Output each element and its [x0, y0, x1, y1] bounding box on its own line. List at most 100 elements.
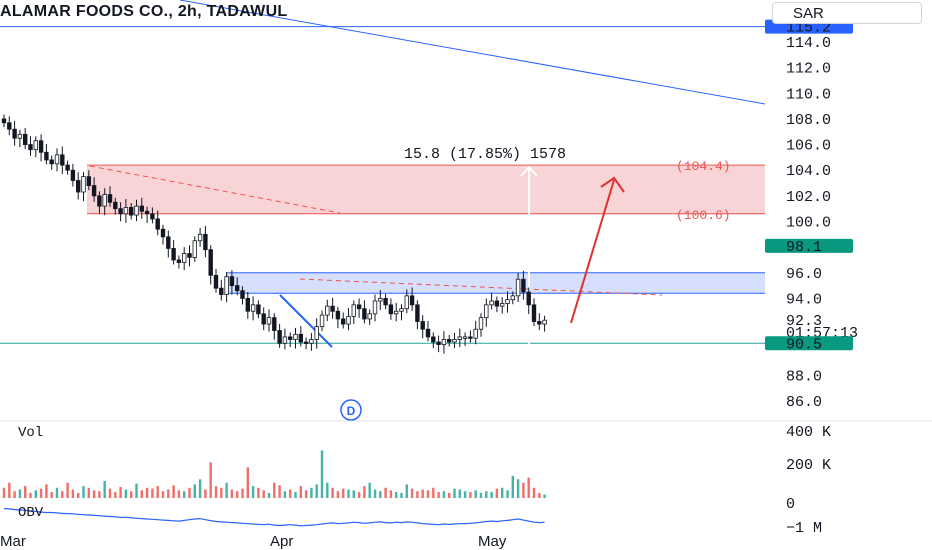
candle-body: [303, 341, 309, 344]
candles: [1, 114, 547, 354]
volume-bar: [66, 482, 69, 498]
volume-bar: [331, 487, 334, 498]
candle-body: [203, 233, 208, 251]
candle-body: [12, 128, 17, 139]
candle-body: [240, 290, 245, 299]
last-price-label: 92.3: [786, 313, 822, 330]
volume-bar: [103, 481, 106, 498]
volume-bar: [421, 489, 424, 498]
candle-body: [123, 206, 129, 215]
price-tick-label: 114.0: [786, 35, 831, 52]
price-tick-label: 108.0: [786, 112, 831, 129]
price-tick-label: 102.0: [786, 189, 831, 206]
dividend-marker-label: D: [347, 404, 356, 418]
volume-bar: [389, 490, 393, 498]
descending-trendline: [179, 0, 766, 105]
volume-bar: [87, 487, 90, 498]
candle-body: [521, 278, 526, 293]
candle-body: [38, 140, 44, 153]
volume-bar: [156, 486, 159, 498]
current-price-tag: 98.1: [786, 239, 822, 256]
volume-bar: [24, 486, 27, 498]
volume-bar: [246, 467, 249, 498]
volume-bar: [267, 492, 271, 498]
candle-body: [150, 213, 155, 220]
volume-bar: [501, 487, 504, 498]
volume-bar: [177, 490, 181, 498]
candle-body: [287, 336, 293, 340]
volume-bar: [50, 492, 53, 498]
candle-body: [261, 313, 266, 325]
volume-bar: [474, 490, 477, 498]
candle-body: [446, 339, 452, 343]
volume-bar: [29, 492, 32, 498]
candle-body: [393, 310, 399, 315]
volume-bar: [453, 488, 456, 498]
candle-body: [325, 305, 330, 316]
volume-bar: [516, 479, 520, 498]
volume-bar: [262, 490, 265, 498]
volume-bar: [538, 492, 541, 498]
candle-body: [372, 300, 378, 315]
candle-body: [181, 253, 187, 263]
volume-bar: [532, 487, 536, 498]
candle-body: [494, 300, 500, 307]
volume-bar: [395, 492, 398, 498]
candle-body: [505, 299, 510, 304]
candle-body: [134, 205, 139, 216]
lower-line-price-tag-bg: [765, 336, 853, 351]
volume-tick-0: 0: [786, 496, 795, 513]
volume-bar: [437, 492, 440, 498]
candle-body: [219, 287, 224, 295]
candle-body: [60, 154, 65, 166]
lower-line-price-tag: 90.5: [786, 336, 822, 353]
price-tick-label: 86.0: [786, 394, 822, 411]
volume-bar: [405, 484, 408, 498]
candle-body: [33, 140, 38, 151]
price-tick-label: 94.0: [786, 291, 822, 308]
candle-body: [457, 336, 462, 340]
volume-bar: [304, 490, 308, 498]
candle-body: [144, 210, 150, 215]
candle-body: [515, 278, 521, 297]
box-upper-label: (104.4): [676, 159, 731, 174]
candle-body: [54, 154, 60, 165]
drawing-zones: [87, 164, 765, 294]
time-axis[interactable]: Mar Apr May: [0, 533, 507, 550]
candle-body: [399, 308, 404, 312]
candle-body: [335, 310, 341, 320]
short-trendline: [279, 294, 333, 348]
candle-body: [49, 159, 54, 165]
volume-bar: [172, 485, 175, 498]
price-tick-label: 110.0: [786, 86, 831, 103]
measure-label: 15.8 (17.85%) 1578: [404, 146, 566, 163]
volume-tick-400k: 400 K: [786, 424, 831, 441]
annotations: 15.8 (17.85%) 1578 (104.4) (100.6) D: [340, 146, 731, 421]
candle-body: [1, 118, 7, 124]
obv-line-group: [3, 507, 545, 527]
volume-bar: [352, 490, 355, 498]
volume-bar: [18, 489, 22, 498]
projection-arrowhead: [600, 176, 625, 193]
candle-body: [362, 308, 367, 320]
candle-body: [97, 195, 102, 207]
price-axis[interactable]: 114.0 112.0 110.0 108.0 106.0 104.0 102.0 100.0…: [786, 35, 858, 411]
candle-body: [86, 176, 91, 187]
volume-bar: [114, 492, 117, 498]
dashed-trendline-lower: [299, 278, 663, 296]
volume-bar: [368, 482, 371, 498]
candle-body: [462, 336, 468, 339]
volume-bar: [13, 491, 16, 498]
currency-selector[interactable]: SAR: [772, 2, 922, 24]
candle-body: [22, 133, 28, 145]
candle-body: [298, 333, 303, 343]
volume-bar: [522, 482, 525, 498]
volume-bar: [61, 491, 64, 498]
volume-bar: [183, 491, 186, 498]
candle-body: [319, 314, 325, 328]
candle-body: [224, 276, 229, 295]
volume-bar: [8, 482, 11, 498]
candle-body: [388, 304, 394, 315]
volume-bar: [82, 486, 85, 498]
